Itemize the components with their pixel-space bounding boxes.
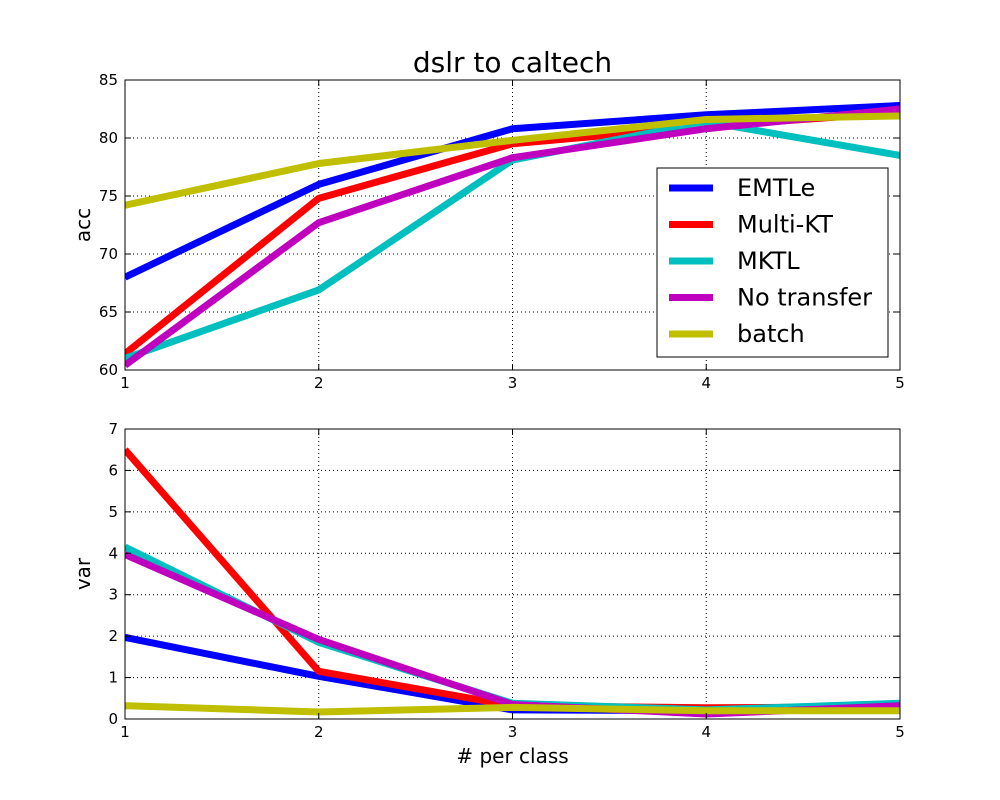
acc-x-tick-label: 2 bbox=[314, 374, 324, 392]
legend-label-batch: batch bbox=[737, 320, 805, 348]
var-series-group bbox=[125, 447, 900, 718]
var-y-tick-label: 3 bbox=[108, 586, 118, 604]
var-y-tick-label: 2 bbox=[108, 627, 118, 645]
acc-y-tick-label: 85 bbox=[99, 71, 118, 89]
acc-series-group bbox=[125, 102, 900, 369]
acc-y-axis-label: acc bbox=[71, 208, 95, 242]
acc-x-tick-label: 1 bbox=[120, 374, 130, 392]
legend-label-no-transfer: No transfer bbox=[737, 284, 872, 312]
acc-series-line-batch bbox=[125, 112, 900, 209]
legend: EMTLe Multi-KT MKTL No transfer batch bbox=[656, 167, 889, 358]
acc-y-tick-label: 65 bbox=[99, 303, 118, 321]
legend-label-multi-kt: Multi-KT bbox=[737, 211, 833, 239]
acc-x-tick-label: 4 bbox=[701, 374, 711, 392]
acc-x-tick-label: 5 bbox=[895, 374, 905, 392]
acc-series-line-emtle bbox=[125, 102, 900, 281]
var-y-axis-label: var bbox=[71, 557, 95, 590]
var-y-tick-label: 6 bbox=[108, 461, 118, 479]
var-x-tick-label: 5 bbox=[895, 723, 905, 741]
acc-y-tick-label: 60 bbox=[99, 361, 118, 379]
var-y-tick-label: 1 bbox=[108, 669, 118, 687]
var-y-tick-label: 4 bbox=[108, 544, 118, 562]
legend-label-emtle: EMTLe bbox=[737, 174, 815, 202]
acc-y-tick-label: 75 bbox=[99, 187, 118, 205]
var-y-tick-label: 5 bbox=[108, 503, 118, 521]
var-x-tick-label: 2 bbox=[314, 723, 324, 741]
legend-label-mktl: MKTL bbox=[737, 247, 800, 275]
var-x-tick-label: 4 bbox=[701, 723, 711, 741]
chart-title: dslr to caltech bbox=[413, 46, 612, 79]
x-axis-label: # per class bbox=[456, 744, 568, 768]
var-series-line-series-5 bbox=[125, 702, 900, 716]
acc-series-line-no-transfer bbox=[125, 105, 900, 369]
acc-y-tick-label: 80 bbox=[99, 129, 118, 147]
acc-x-tick-label: 3 bbox=[508, 374, 518, 392]
var-x-tick-label: 3 bbox=[508, 723, 518, 741]
var-y-tick-label: 0 bbox=[108, 710, 118, 728]
acc-y-tick-label: 70 bbox=[99, 245, 118, 263]
var-y-tick-label: 7 bbox=[108, 420, 118, 438]
var-x-tick-label: 1 bbox=[120, 723, 130, 741]
top-accuracy-plot: 1 2 3 4 5 60 65 70 75 80 85 acc EMTLe Multi-KT MKTL No … bbox=[71, 71, 905, 392]
